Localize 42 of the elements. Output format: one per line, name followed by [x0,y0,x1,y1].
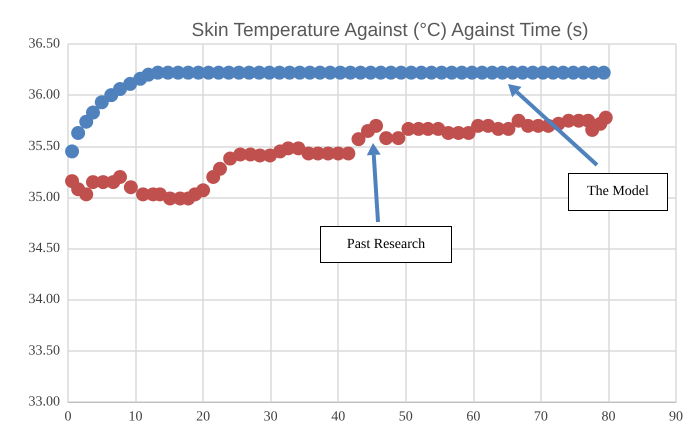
point [379,131,394,146]
x-tick-label: 30 [264,410,278,424]
x-tick-label: 90 [669,410,683,424]
point [598,110,613,125]
x-tick-label: 10 [128,410,143,424]
point [123,76,138,91]
point [79,187,94,202]
point [94,95,109,110]
point [596,66,611,80]
x-tick-label: 70 [534,410,548,424]
point [113,82,128,96]
x-tick-label: 40 [331,410,346,424]
y-tick-label: 34.00 [28,292,60,308]
point [462,126,476,140]
point [352,132,366,146]
note-box: Past Research [320,226,452,263]
x-tick-label: 20 [196,410,210,424]
point [113,170,128,184]
y-tick-label: 33.00 [28,394,60,410]
y-tick-label: 33.50 [28,343,60,358]
point [391,131,406,146]
y-tick-label: 35.00 [28,190,60,205]
point [86,106,100,120]
point [65,144,80,158]
point [79,114,94,129]
point [369,118,384,133]
point [71,126,86,140]
x-tick-label: 0 [64,410,72,424]
note-box: The Model [568,173,668,211]
x-tick-label: 50 [398,410,413,424]
chart-title: Skin Temperature Against (°C) Against Time (s) [192,20,588,41]
y-tick-label: 36.00 [28,88,60,103]
y-tick-label: 34.50 [28,241,60,256]
y-tick-label: 36.50 [28,36,60,52]
point [213,162,227,176]
x-tick-label: 60 [466,410,480,424]
point [341,146,356,160]
point [196,183,210,198]
point [124,180,138,194]
y-tick-label: 35.50 [28,138,60,154]
x-tick-label: 80 [601,410,616,424]
point [501,122,516,136]
